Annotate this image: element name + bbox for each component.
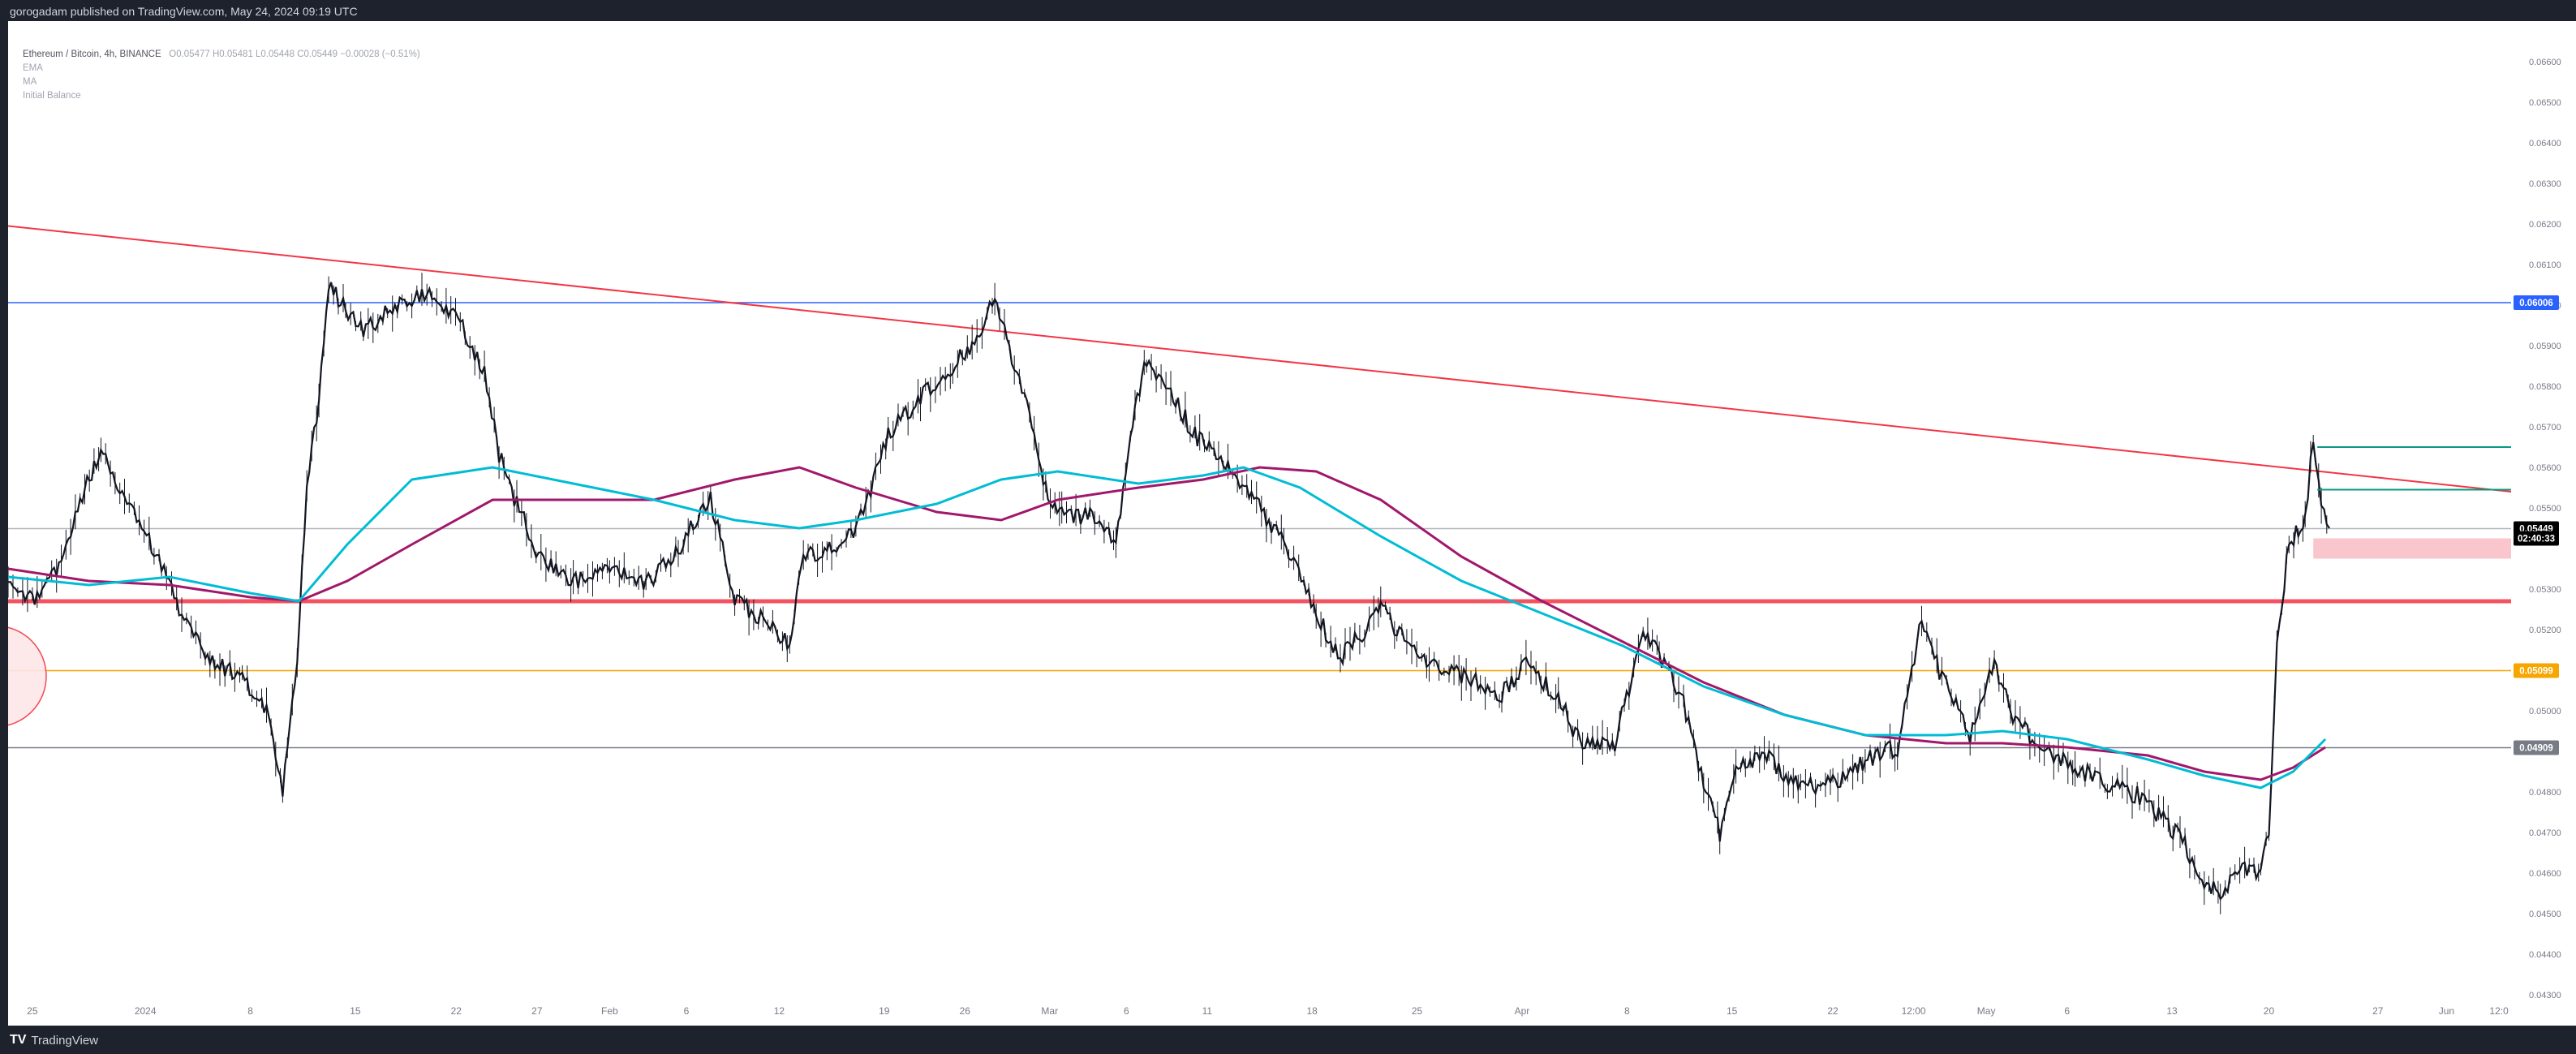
y-tick-label: 0.06100 [2529, 260, 2561, 270]
x-tick-label: 22 [451, 1005, 462, 1017]
x-tick-label: 6 [1124, 1005, 1129, 1017]
x-tick-label: Apr [1515, 1005, 1530, 1017]
y-tick-label: 0.06200 [2529, 220, 2561, 230]
x-tick-label: 6 [2064, 1005, 2070, 1017]
x-tick-label: 8 [247, 1005, 253, 1017]
x-tick-label: 12:0 [2489, 1005, 2509, 1017]
price-label-bg-4 [2514, 740, 2559, 755]
tradingview-brand[interactable]: TV TradingView [10, 1033, 98, 1048]
zones-layer [2313, 538, 2511, 559]
y-tick-label: 0.05900 [2529, 342, 2561, 351]
x-tick-label: 11 [1202, 1005, 1213, 1017]
x-tick-label: 27 [531, 1005, 543, 1017]
green-segments-layer [2317, 446, 2511, 491]
x-tick-label: 27 [2372, 1005, 2384, 1017]
descending-trendline [7, 225, 2512, 493]
price-chart[interactable]: 0.06600 0.06500 0.06400 0.06300 0.06200 0.061… [0, 21, 2576, 1026]
y-tick-label: 0.04700 [2529, 828, 2561, 838]
legend-indicator-ema[interactable]: EMA [23, 63, 43, 73]
x-tick-label: Feb [601, 1005, 618, 1017]
x-tick-label: 8 [1624, 1005, 1630, 1017]
circle-annotation [0, 625, 47, 728]
chart-legend: Ethereum / Bitcoin, 4h, BINANCE O0.05477… [23, 48, 420, 103]
circle-annotation-layer [0, 625, 47, 728]
y-tick-label: 0.06300 [2529, 179, 2561, 189]
x-tick-label: Mar [1041, 1005, 1058, 1017]
published-header: gorogadam published on TradingView.com, … [0, 0, 2576, 21]
x-tick-label: 15 [350, 1005, 361, 1017]
y-tick-label: 0.05500 [2529, 504, 2561, 514]
y-tick-label: 0.04600 [2529, 869, 2561, 879]
x-tick-label: 25 [27, 1005, 38, 1017]
ema-line [7, 466, 2327, 789]
footer-bar: TV TradingView [0, 1026, 2576, 1054]
price-label-bg-0 [2514, 295, 2559, 310]
y-tick-label: 0.04500 [2529, 910, 2561, 919]
legend-ohlc: O0.05477 H0.05481 L0.05448 C0.05449 −0.0… [169, 49, 420, 59]
chart-area[interactable]: 0.06600 0.06500 0.06400 0.06300 0.06200 0.061… [0, 21, 2576, 1026]
y-tick-label: 0.06500 [2529, 98, 2561, 108]
x-tick-label: 6 [684, 1005, 690, 1017]
price-label-2: 02:40:33 [2518, 535, 2555, 544]
legend-symbol-line: Ethereum / Bitcoin, 4h, BINANCE O0.05477… [23, 48, 420, 62]
y-tick-label: 0.05300 [2529, 585, 2561, 595]
x-tick-label: 15 [1727, 1005, 1738, 1017]
zone-0 [2313, 538, 2511, 559]
x-tick-label: May [1977, 1005, 1996, 1017]
price-label-bg-3 [2514, 663, 2559, 678]
legend-indicator-initial-balance[interactable]: Initial Balance [23, 91, 81, 101]
price-candle-wicks [7, 273, 2328, 914]
x-tick-label: 12 [774, 1005, 785, 1017]
y-tick-label: 0.06400 [2529, 139, 2561, 148]
x-tick-label: 2024 [135, 1005, 157, 1017]
y-tick-label: 0.05600 [2529, 463, 2561, 473]
legend-indicator-ma[interactable]: MA [23, 77, 37, 87]
price-label-3: 0.05099 [2519, 667, 2553, 677]
y-tick-label: 0.06600 [2529, 58, 2561, 67]
brand-name: TradingView [31, 1033, 98, 1048]
y-tick-label: 0.04800 [2529, 788, 2561, 798]
price-label-0: 0.06006 [2519, 299, 2553, 308]
tradingview-logo-icon: TV [10, 1033, 27, 1047]
y-tick-label: 0.05800 [2529, 382, 2561, 392]
horizontal-lines-layer [8, 302, 2511, 749]
published-text: gorogadam published on TradingView.com, … [10, 5, 358, 18]
trendline-layer [7, 225, 2512, 493]
moving-average-layer [7, 466, 2327, 789]
x-tick-label: 20 [2264, 1005, 2275, 1017]
y-tick-label: 0.05700 [2529, 423, 2561, 432]
x-axis: 25 2024 8 15 22 27 Feb 6 12 19 26 Mar 6 11 18 25 Apr 8 15 2… [27, 1005, 2509, 1017]
y-tick-label: 0.05000 [2529, 707, 2561, 716]
x-tick-label: 19 [879, 1005, 890, 1017]
price-label-4: 0.04909 [2519, 744, 2553, 754]
price-label-bg-2 [2514, 531, 2559, 546]
legend-pair: Ethereum / Bitcoin, 4h, BINANCE [23, 49, 161, 59]
x-tick-label: Jun [2439, 1005, 2454, 1017]
y-tick-label: 0.04400 [2529, 950, 2561, 960]
price-series-line [7, 282, 2331, 901]
x-tick-label: 18 [1307, 1005, 1318, 1017]
y-tick-label: 0.05200 [2529, 626, 2561, 635]
x-tick-label: 13 [2166, 1005, 2178, 1017]
x-tick-label: 25 [1412, 1005, 1423, 1017]
ma-line [7, 466, 2326, 781]
x-tick-label: 22 [1827, 1005, 1838, 1017]
y-axis: 0.06600 0.06500 0.06400 0.06300 0.06200 0.061… [2529, 58, 2561, 1000]
x-tick-label: 12:00 [1902, 1005, 1926, 1017]
y-tick-label: 0.04300 [2529, 991, 2561, 1000]
price-layer [7, 273, 2331, 914]
x-tick-label: 26 [960, 1005, 971, 1017]
